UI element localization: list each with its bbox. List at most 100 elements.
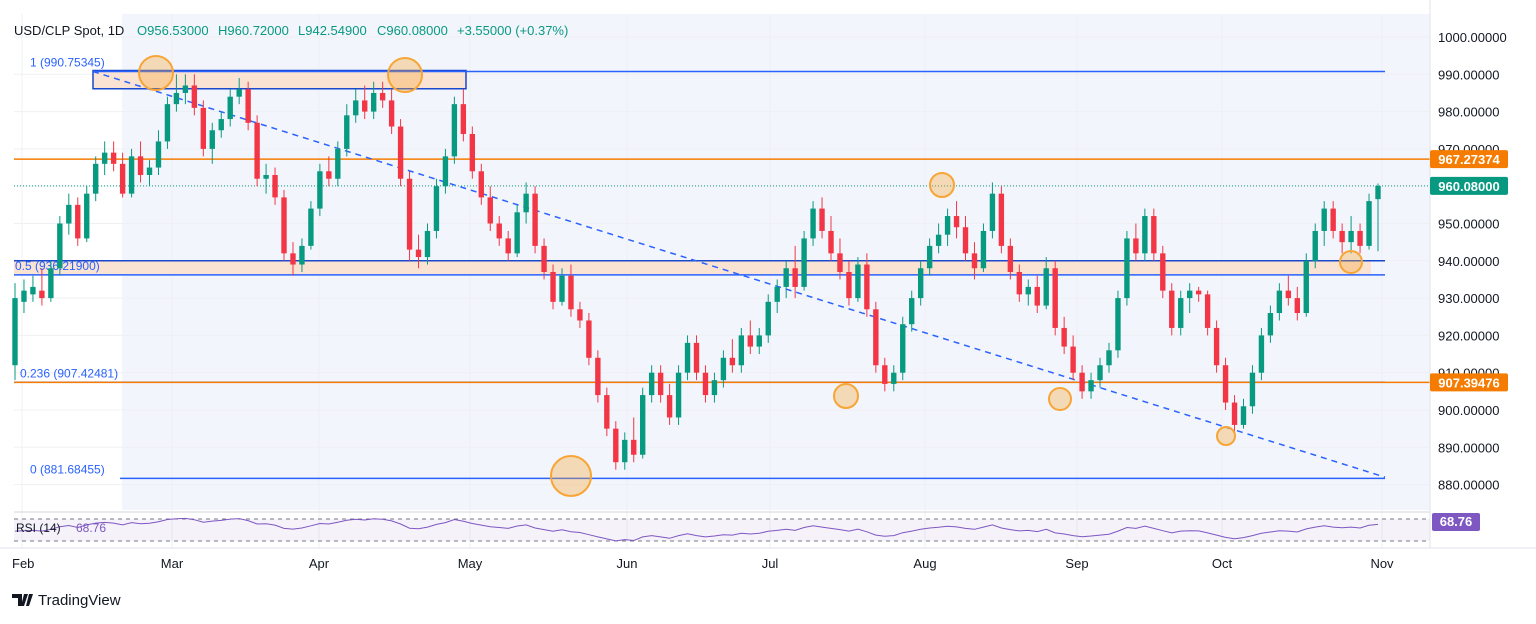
candle-body <box>308 208 314 246</box>
candle <box>1222 357 1229 410</box>
candle-body <box>702 372 709 396</box>
tradingview-icon <box>12 594 33 606</box>
candle <box>953 201 960 239</box>
candle-body <box>980 230 987 269</box>
price-axis-label: 950.00000 <box>1438 217 1499 232</box>
candle <box>989 182 996 239</box>
candle <box>1240 398 1247 429</box>
symbol-title[interactable]: USD/CLP Spot, 1D <box>14 23 124 38</box>
candle <box>478 163 484 205</box>
candle-body <box>909 298 915 325</box>
candle-body <box>837 253 843 272</box>
candle <box>873 301 879 373</box>
candle <box>1330 201 1336 239</box>
candle-body <box>711 380 718 396</box>
candle-body <box>93 163 99 194</box>
price-badge: 907.39476 <box>1430 373 1508 392</box>
candle-body <box>864 264 870 310</box>
candle <box>272 167 278 205</box>
candle-body <box>218 119 224 131</box>
rsi-badge-bg <box>1432 513 1480 531</box>
candle <box>1088 372 1094 399</box>
swing-point-circle <box>1339 250 1363 274</box>
candle <box>424 223 431 265</box>
candle <box>631 417 637 463</box>
tradingview-logo[interactable]: TradingView <box>12 592 121 609</box>
candle <box>406 171 413 261</box>
candle-body <box>756 335 762 347</box>
candle <box>1312 223 1318 269</box>
candle-body <box>684 342 691 373</box>
candle <box>622 432 628 470</box>
candle-body <box>693 342 700 373</box>
candle <box>388 89 395 134</box>
swing-point-circle <box>1216 426 1236 446</box>
time-axis-label: Oct <box>1212 556 1233 571</box>
candle <box>926 238 933 276</box>
candle-body <box>1357 230 1363 246</box>
candle-body <box>478 171 484 198</box>
candle <box>460 89 467 142</box>
candle-body <box>729 357 736 366</box>
candle <box>218 111 224 138</box>
candle <box>1061 316 1067 355</box>
candle <box>702 365 709 403</box>
candle <box>379 81 386 108</box>
candle <box>505 230 511 261</box>
candle-body <box>1124 238 1130 299</box>
candle <box>1142 208 1148 261</box>
rsi-line <box>14 517 1379 542</box>
candle-body <box>1249 372 1256 407</box>
candle <box>891 365 897 392</box>
time-axis[interactable]: Feb Mar Apr May Jun Jul Aug Sep Oct Nov <box>0 547 1536 571</box>
candle-body <box>12 298 18 366</box>
candle <box>1321 201 1327 246</box>
candle <box>917 260 924 306</box>
candle-body <box>882 365 888 384</box>
candle-body <box>1106 350 1112 366</box>
candle <box>935 223 942 254</box>
candle-body <box>631 439 637 455</box>
candle-body <box>1240 406 1247 425</box>
candle <box>39 268 45 306</box>
candle-body <box>406 178 413 250</box>
candle <box>21 279 27 314</box>
candle-body <box>245 89 251 123</box>
candle <box>173 74 180 112</box>
candle-body <box>1285 290 1292 299</box>
candle-body <box>917 268 924 299</box>
candle <box>1034 275 1040 314</box>
candle-body <box>182 85 189 93</box>
candle <box>1258 327 1265 381</box>
swing-point-circle <box>833 383 859 409</box>
candle-body <box>1178 298 1184 328</box>
trendline <box>92 70 1386 478</box>
candle <box>1187 283 1193 314</box>
candle-body <box>227 96 233 120</box>
candle-body <box>57 223 63 269</box>
candle-body <box>1294 298 1300 314</box>
candle <box>855 257 861 302</box>
candle-body <box>164 104 171 142</box>
candle-body <box>1133 238 1139 254</box>
candle <box>415 234 422 269</box>
time-axis-label: Sep <box>1065 556 1088 571</box>
price-axis-label: 1000.00000 <box>1438 30 1507 45</box>
candles <box>12 74 1381 470</box>
candle <box>75 197 81 246</box>
price-axis-label: 980.00000 <box>1438 105 1499 120</box>
candle <box>909 290 915 332</box>
candle-body <box>66 204 72 224</box>
rsi-label[interactable]: RSI (14) <box>16 521 61 535</box>
candle <box>900 316 906 381</box>
brand-name: TradingView <box>38 592 121 609</box>
candle <box>675 365 682 425</box>
candle <box>962 216 969 261</box>
candle-body <box>1160 253 1166 291</box>
candle-body <box>971 253 978 269</box>
candle <box>66 193 72 235</box>
candle <box>864 253 870 317</box>
price-badges: 967.27374 960.08000 907.39476 <box>1430 150 1508 392</box>
candle <box>837 238 843 280</box>
